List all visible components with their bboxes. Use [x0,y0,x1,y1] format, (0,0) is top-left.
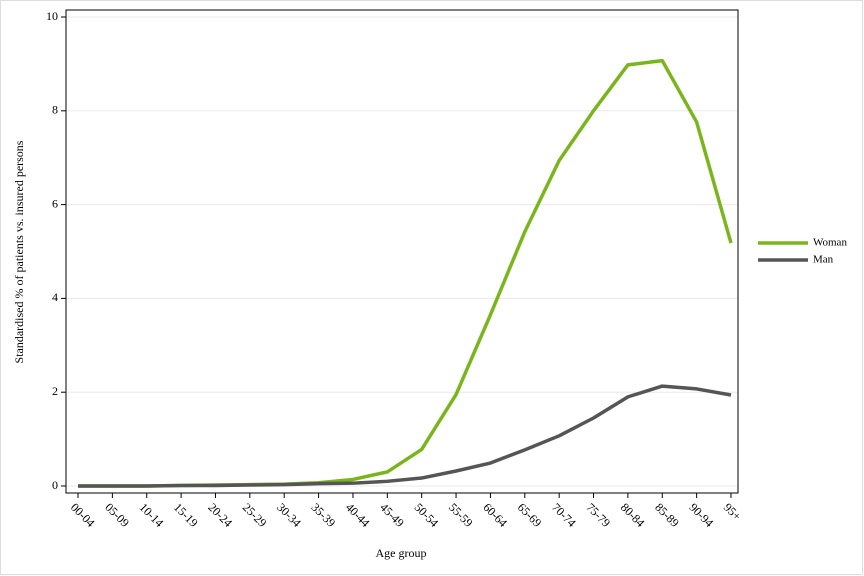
y-tick-label: 2 [52,384,58,398]
y-tick-label: 0 [52,478,58,492]
legend-label: Woman [813,237,847,249]
plot-frame [65,9,739,494]
x-axis-label: Age group [376,546,427,560]
line-series [78,384,732,488]
y-tick-label: 6 [52,196,58,210]
y-tick-label: 8 [52,103,58,117]
legend-label: Man [813,254,834,266]
y-tick-label: 4 [52,290,58,304]
y-axis-label: Standardised % of patients vs. insured p… [12,140,26,363]
y-tick-label: 10 [46,9,58,23]
